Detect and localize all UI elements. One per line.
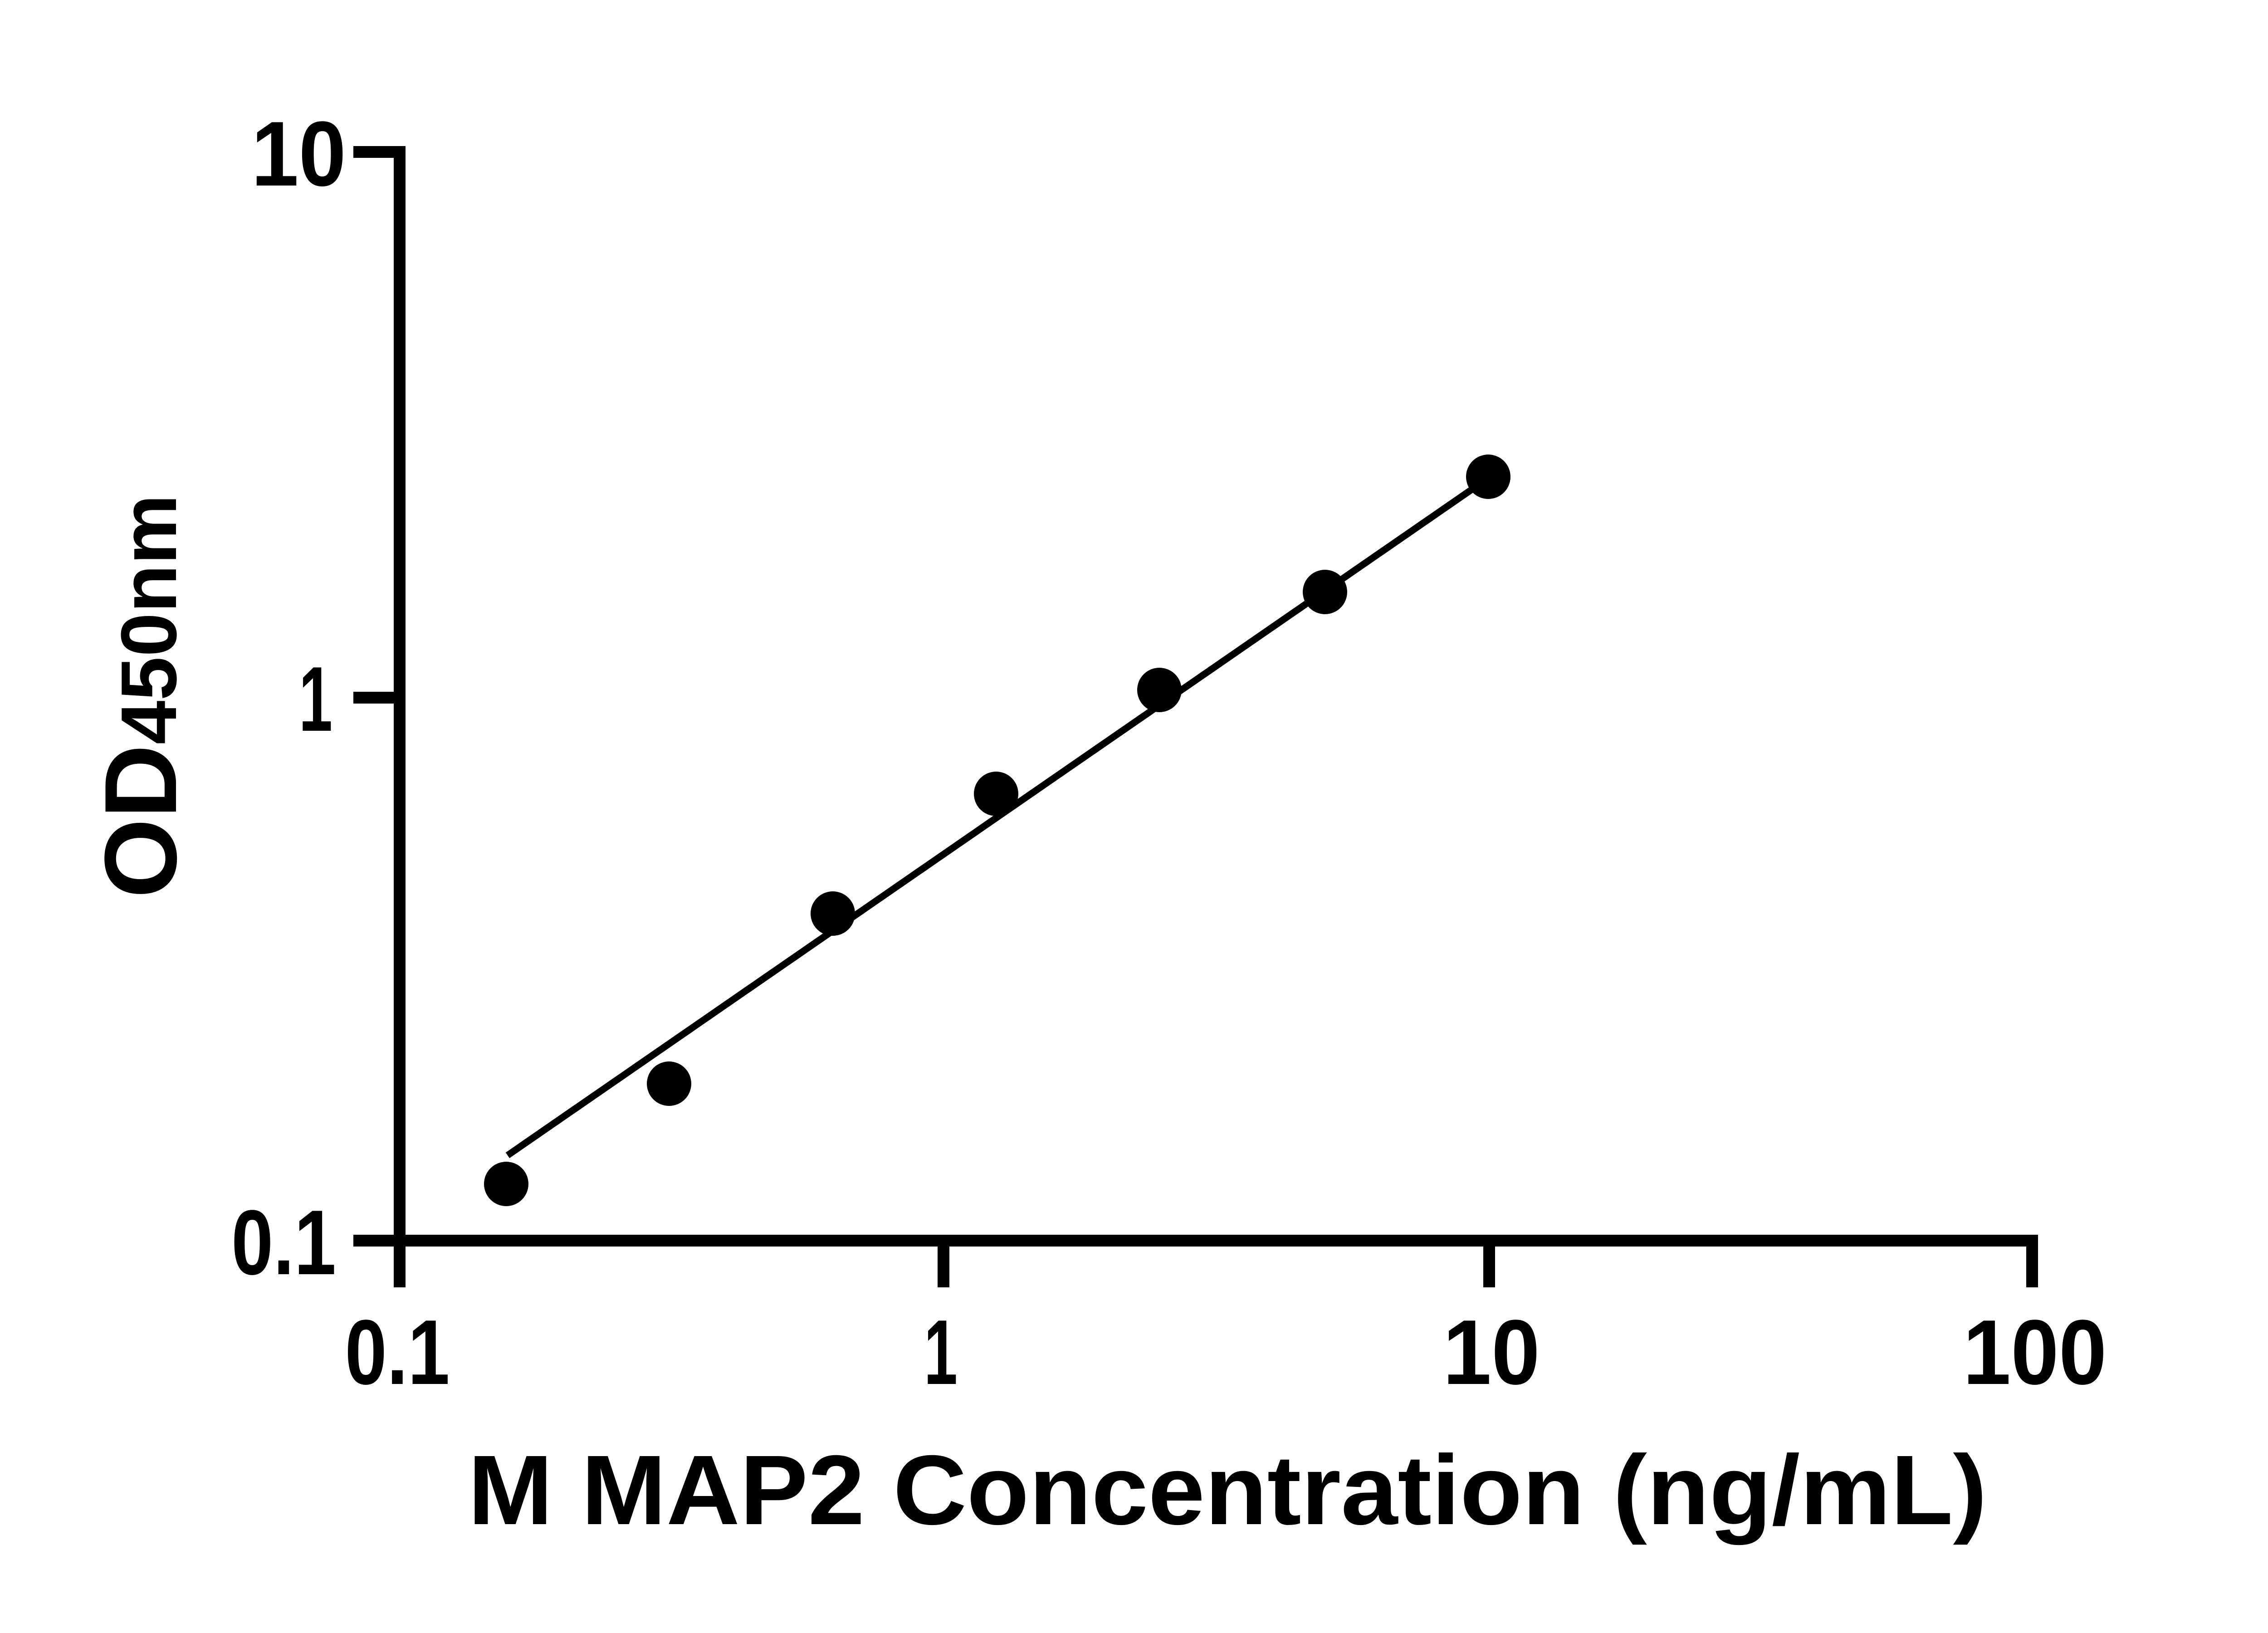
svg-text:1: 1 [924,1301,958,1404]
svg-text:1: 1 [299,648,332,751]
svg-text:0.1: 0.1 [231,1191,336,1294]
svg-text:M MAP2 Concentration (ng/mL): M MAP2 Concentration (ng/mL) [468,1435,1987,1545]
svg-text:100: 100 [1963,1301,2107,1404]
svg-text:10: 10 [251,103,346,205]
svg-text:0.1: 0.1 [345,1301,450,1404]
svg-text:10: 10 [1443,1301,1540,1404]
